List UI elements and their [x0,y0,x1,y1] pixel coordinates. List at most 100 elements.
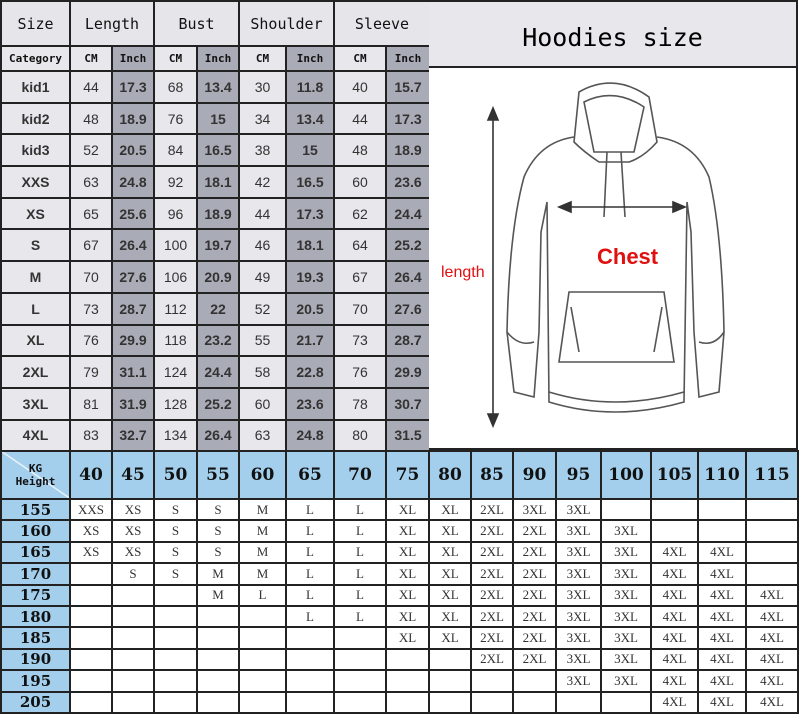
size-cell: XL [385,562,430,586]
inch-value: 24.4 [196,355,240,389]
size-cell: 4XL [745,583,799,607]
hoodie-diagram-panel: Hoodies size length Chest [429,0,798,450]
size-cell [333,647,387,672]
size-cell [69,604,113,629]
size-label: 4XL [0,418,71,453]
inch-value: 32.7 [111,418,155,453]
cm-value: 76 [153,101,198,136]
cm-value: 55 [238,323,287,358]
size-label: M [0,260,71,294]
cm-value: 34 [238,101,287,136]
size-cell: 2XL [512,540,557,565]
cm-value: 63 [238,418,287,453]
inch-value: 17.3 [111,70,155,104]
height-row: 170 S S M M L L XL XL 2XL 2XL 3XL 3XL 4XL 4XL [0,562,799,586]
size-cell: 4XL [745,647,799,672]
size-row: L 73 28.7 112 22 52 20.5 70 27.6 [0,291,431,326]
corner-cell: KG Height [0,450,71,500]
size-cell [650,519,699,543]
inch-value: 20.5 [111,133,155,168]
height-row: 205 4XL 4XL 4XL [0,690,799,714]
size-cell [385,690,430,714]
cm-value: 92 [153,165,198,199]
size-cell: 2XL [512,583,557,607]
size-label: XL [0,323,71,358]
size-cell: 4XL [697,690,747,714]
inch-value: 19.7 [196,228,240,263]
size-cell [285,690,335,714]
size-cell [69,647,113,672]
height-axis-label: Height [15,475,56,488]
size-row: XS 65 25.6 96 18.9 44 17.3 62 24.4 [0,196,431,231]
size-cell: L [333,604,387,629]
size-cell: 4XL [697,647,747,672]
size-cell: L [285,562,335,586]
size-cell: 4XL [650,690,699,714]
size-cell: XL [428,497,472,522]
inch-value: 20.9 [196,260,240,294]
size-row: 4XL 83 32.7 134 26.4 63 24.8 80 31.5 [0,418,431,453]
inch-value: 21.7 [285,323,335,358]
size-cell [111,669,155,693]
cm-value: 81 [69,386,113,421]
height-row: 190 2XL 2XL 3XL 3XL 4XL 4XL 4XL [0,647,799,672]
size-cell [153,583,198,607]
size-row: XL 76 29.9 118 23.2 55 21.7 73 28.7 [0,323,431,358]
size-row: 2XL 79 31.1 124 24.4 58 22.8 76 29.9 [0,355,431,389]
diagram-title: Hoodies size [429,2,796,68]
cm-value: 49 [238,260,287,294]
size-cell: XXS [69,497,113,522]
size-cell: XL [385,626,430,650]
inch-value: 25.2 [196,386,240,421]
size-cell: 3XL [600,604,652,629]
size-cell: L [333,497,387,522]
cm-value: 62 [333,196,387,231]
size-cell: 2XL [470,604,514,629]
size-cell [69,562,113,586]
unit-cm: CM [333,45,387,72]
height-label: 190 [0,647,71,672]
cm-value: 76 [333,355,387,389]
size-cell [512,669,557,693]
weight-header: 115 [745,450,799,500]
cm-value: 79 [69,355,113,389]
cm-value: 112 [153,291,198,326]
measurement-table: Size Length Bust Shoulder Sleeve Category CM In… [0,0,431,453]
size-cell: M [196,583,240,607]
size-cell [153,690,198,714]
size-cell [111,583,155,607]
size-cell: 2XL [470,497,514,522]
size-cell: S [153,519,198,543]
size-cell: 4XL [650,669,699,693]
cm-value: 76 [69,323,113,358]
size-cell: 3XL [512,497,557,522]
cm-value: 40 [333,70,387,104]
size-cell [69,690,113,714]
size-cell: 3XL [555,497,602,522]
height-row: 155 XXS XS S S M L L XL XL 2XL 3XL 3XL [0,497,799,522]
inch-value: 16.5 [196,133,240,168]
size-cell [512,690,557,714]
size-cell: S [153,562,198,586]
size-cell: M [238,519,287,543]
size-cell: L [333,519,387,543]
size-cell: XL [428,562,472,586]
cm-value: 44 [333,101,387,136]
size-cell [333,690,387,714]
height-label: 160 [0,519,71,543]
height-row: 175 M L L L XL XL 2XL 2XL 3XL 3XL 4XL 4XL 4XL [0,583,799,607]
size-row: kid2 48 18.9 76 15 34 13.4 44 17.3 [0,101,431,136]
size-cell [745,497,799,522]
size-cell: L [333,540,387,565]
category-label: Category [0,45,71,72]
size-cell: 3XL [555,626,602,650]
size-cell [238,604,287,629]
cm-value: 118 [153,323,198,358]
inch-value: 15.7 [385,70,431,104]
size-cell: 4XL [697,562,747,586]
size-cell: XS [111,540,155,565]
inch-value: 27.6 [111,260,155,294]
inch-value: 28.7 [385,323,431,358]
size-cell [111,647,155,672]
size-cell: 4XL [745,604,799,629]
